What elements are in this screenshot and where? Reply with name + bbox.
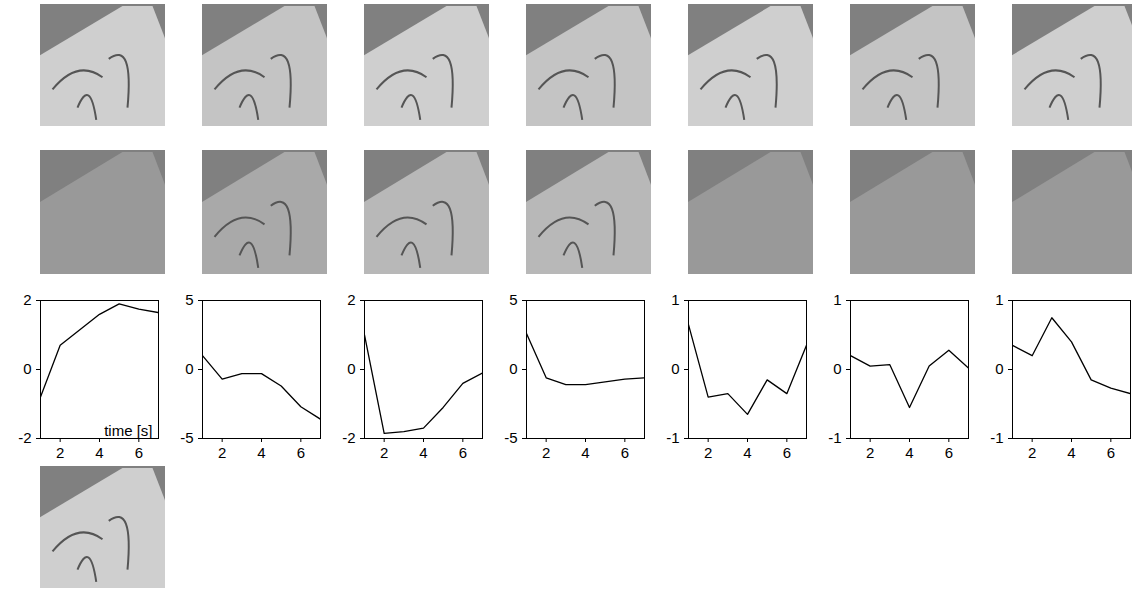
svg-text:2: 2	[23, 292, 31, 308]
svg-text:2: 2	[542, 444, 550, 461]
svg-text:6: 6	[783, 444, 791, 461]
svg-text:4: 4	[581, 444, 589, 461]
svg-text:-1: -1	[990, 429, 1003, 446]
svg-text:2: 2	[347, 292, 355, 308]
svg-text:4: 4	[1067, 444, 1075, 461]
svg-text:4: 4	[905, 444, 913, 461]
svg-text:0: 0	[185, 360, 193, 377]
svg-text:0: 0	[833, 360, 841, 377]
svg-text:6: 6	[135, 444, 143, 461]
svg-text:4: 4	[257, 444, 265, 461]
svg-text:-2: -2	[18, 429, 31, 446]
svg-text:0: 0	[995, 360, 1003, 377]
svg-text:0: 0	[509, 360, 517, 377]
svg-text:1: 1	[833, 292, 841, 308]
svg-text:4: 4	[419, 444, 427, 461]
svg-text:0: 0	[23, 360, 31, 377]
svg-text:6: 6	[297, 444, 305, 461]
svg-text:6: 6	[459, 444, 467, 461]
svg-text:2: 2	[218, 444, 226, 461]
svg-text:6: 6	[621, 444, 629, 461]
svg-text:1: 1	[671, 292, 679, 308]
svg-text:4: 4	[95, 444, 103, 461]
svg-text:2: 2	[1028, 444, 1036, 461]
svg-text:2: 2	[704, 444, 712, 461]
svg-text:5: 5	[509, 292, 517, 308]
svg-text:0: 0	[347, 360, 355, 377]
svg-text:time [s]: time [s]	[104, 422, 152, 439]
svg-text:-5: -5	[180, 429, 193, 446]
svg-text:0: 0	[671, 360, 679, 377]
svg-text:-1: -1	[666, 429, 679, 446]
svg-text:-2: -2	[342, 429, 355, 446]
svg-text:2: 2	[866, 444, 874, 461]
svg-text:6: 6	[1107, 444, 1115, 461]
svg-text:2: 2	[380, 444, 388, 461]
svg-text:4: 4	[743, 444, 751, 461]
svg-text:1: 1	[995, 292, 1003, 308]
svg-text:2: 2	[56, 444, 64, 461]
svg-text:-5: -5	[504, 429, 517, 446]
svg-text:6: 6	[945, 444, 953, 461]
svg-text:-1: -1	[828, 429, 841, 446]
svg-text:5: 5	[185, 292, 193, 308]
